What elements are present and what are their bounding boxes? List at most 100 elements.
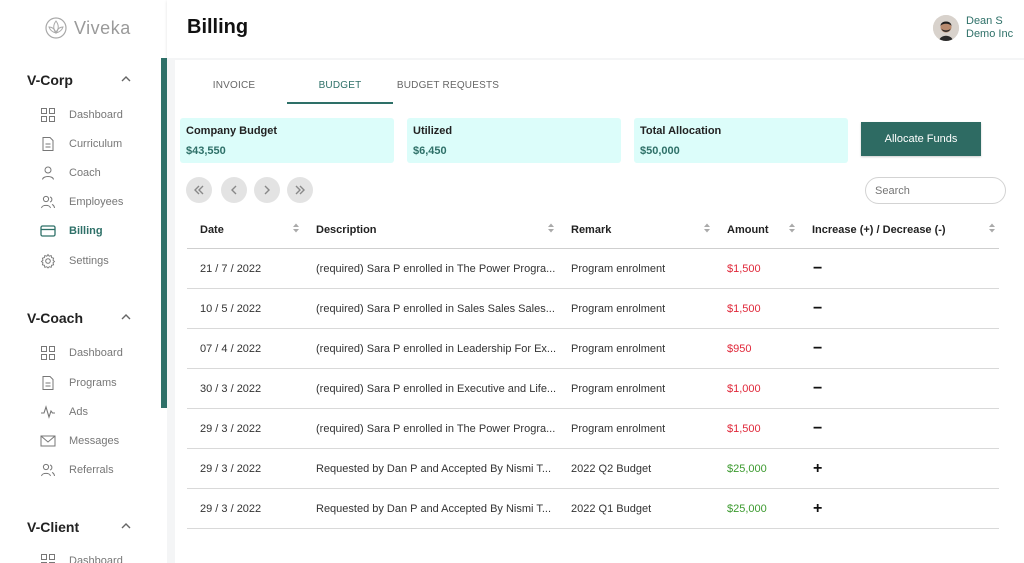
sort-icon[interactable] [988, 222, 996, 234]
sidebar-item-billing[interactable]: Billing [40, 221, 103, 241]
sidebar-item-client-dashboard[interactable]: Dashboard [40, 551, 123, 563]
remark-cell: Program enrolment [571, 263, 666, 275]
logo-text: Viveka [74, 17, 131, 38]
table-row[interactable]: 10 / 5 / 2022 (required) Sara P enrolled… [187, 289, 999, 329]
sidebar-item-label: Programs [69, 377, 117, 389]
increase-icon: + [813, 500, 823, 517]
billing-card: INVOICE BUDGET BUDGET REQUESTS Company B… [175, 60, 1024, 563]
amount-cell: $25,000 [727, 503, 767, 515]
sidebar-item-coach-dashboard[interactable]: Dashboard [40, 343, 123, 363]
stat-label: Company Budget [186, 125, 278, 137]
sidebar-item-dashboard[interactable]: Dashboard [40, 105, 123, 125]
sort-icon[interactable] [292, 222, 300, 234]
allocate-funds-button[interactable]: Allocate Funds [861, 122, 981, 156]
increase-icon: + [813, 460, 823, 477]
description-cell: Requested by Dan P and Accepted By Nismi… [316, 463, 552, 475]
sidebar-item-label: Coach [69, 167, 101, 179]
tab-budget[interactable]: BUDGET [318, 80, 362, 91]
sidebar-item-ads[interactable]: Ads [40, 402, 88, 422]
section-title-v-corp[interactable]: V-Corp [27, 72, 73, 88]
last-page-button[interactable] [287, 177, 313, 203]
user-organization: Demo Inc [966, 28, 1014, 40]
people-icon [41, 463, 55, 477]
stat-value: $50,000 [640, 145, 680, 157]
company-budget-card: Company Budget $43,550 [180, 118, 394, 163]
sidebar-item-referrals[interactable]: Referrals [40, 460, 114, 480]
amount-cell: $1,500 [727, 423, 761, 435]
description-cell: (required) Sara P enrolled in Executive … [316, 383, 557, 395]
dashboard-icon [41, 108, 55, 122]
column-header-date[interactable]: Date [200, 224, 224, 236]
sidebar-item-label: Billing [69, 225, 103, 237]
next-page-button[interactable] [254, 177, 280, 203]
amount-cell: $1,500 [727, 263, 761, 275]
date-cell: 29 / 3 / 2022 [200, 423, 262, 435]
date-cell: 21 / 7 / 2022 [200, 263, 262, 275]
table-row[interactable]: 30 / 3 / 2022 (required) Sara P enrolled… [187, 369, 999, 409]
sidebar-item-label: Dashboard [69, 555, 123, 563]
sidebar-item-programs[interactable]: Programs [40, 373, 117, 393]
date-cell: 07 / 4 / 2022 [200, 343, 262, 355]
dashboard-icon [41, 346, 55, 360]
amount-cell: $1,000 [727, 383, 761, 395]
logo[interactable]: Viveka [44, 14, 131, 42]
stat-value: $43,550 [186, 145, 226, 157]
description-cell: (required) Sara P enrolled in Sales Sale… [316, 303, 555, 315]
chevron-right-icon [264, 185, 270, 195]
decrease-icon: − [813, 340, 823, 357]
sidebar-item-employees[interactable]: Employees [40, 192, 123, 212]
previous-page-button[interactable] [221, 177, 247, 203]
date-cell: 29 / 3 / 2022 [200, 463, 262, 475]
user-name[interactable]: Dean S [966, 15, 1003, 27]
sidebar-item-coach[interactable]: Coach [40, 163, 101, 183]
column-header-increase-decrease[interactable]: Increase (+) / Decrease (-) [812, 224, 946, 236]
search-input[interactable] [865, 177, 1006, 204]
document-icon [42, 137, 54, 151]
table-row[interactable]: 29 / 3 / 2022 Requested by Dan P and Acc… [187, 489, 999, 529]
double-chevron-left-icon [194, 185, 204, 195]
table-row[interactable]: 29 / 3 / 2022 Requested by Dan P and Acc… [187, 449, 999, 489]
sidebar-item-label: Referrals [69, 464, 114, 476]
first-page-button[interactable] [186, 177, 212, 203]
sort-icon[interactable] [547, 222, 555, 234]
section-title-v-client[interactable]: V-Client [27, 519, 80, 535]
sidebar-item-settings[interactable]: Settings [40, 251, 109, 271]
active-tab-indicator [287, 102, 393, 104]
person-icon [42, 166, 54, 180]
card-icon [40, 225, 56, 237]
remark-cell: 2022 Q1 Budget [571, 503, 652, 515]
table-row[interactable]: 29 / 3 / 2022 (required) Sara P enrolled… [187, 409, 999, 449]
sidebar-item-label: Settings [69, 255, 109, 267]
sidebar: Viveka V-Corp Dashboard Curriculum Coach… [0, 0, 167, 563]
pulse-icon [41, 405, 55, 419]
total-allocation-card: Total Allocation $50,000 [634, 118, 848, 163]
avatar[interactable] [933, 15, 959, 41]
sidebar-item-label: Employees [69, 196, 124, 208]
table-row[interactable]: 21 / 7 / 2022 (required) Sara P enrolled… [187, 249, 999, 289]
section-title-v-coach[interactable]: V-Coach [27, 310, 84, 326]
sidebar-item-label: Ads [69, 406, 88, 418]
sidebar-item-label: Messages [69, 435, 120, 447]
amount-cell: $25,000 [727, 463, 767, 475]
column-header-amount[interactable]: Amount [727, 224, 769, 236]
sort-icon[interactable] [788, 222, 796, 234]
sidebar-scrollbar[interactable] [161, 58, 167, 408]
stat-label: Utilized [413, 125, 453, 137]
description-cell: (required) Sara P enrolled in Leadership… [316, 343, 557, 355]
column-header-description[interactable]: Description [316, 224, 377, 236]
column-header-remark[interactable]: Remark [571, 224, 612, 236]
tab-budget-requests[interactable]: BUDGET REQUESTS [396, 80, 500, 91]
document-icon [42, 376, 54, 390]
table-row[interactable]: 07 / 4 / 2022 (required) Sara P enrolled… [187, 329, 999, 369]
date-cell: 30 / 3 / 2022 [200, 383, 262, 395]
sidebar-item-curriculum[interactable]: Curriculum [40, 134, 122, 154]
sort-icon[interactable] [703, 222, 711, 234]
chevron-up-icon[interactable] [119, 519, 133, 533]
remark-cell: Program enrolment [571, 303, 666, 315]
tab-invoice[interactable]: INVOICE [212, 80, 256, 91]
sidebar-item-messages[interactable]: Messages [40, 431, 119, 451]
chevron-up-icon[interactable] [119, 310, 133, 324]
stat-value: $6,450 [413, 145, 447, 157]
chevron-up-icon[interactable] [119, 72, 133, 86]
decrease-icon: − [813, 420, 823, 437]
